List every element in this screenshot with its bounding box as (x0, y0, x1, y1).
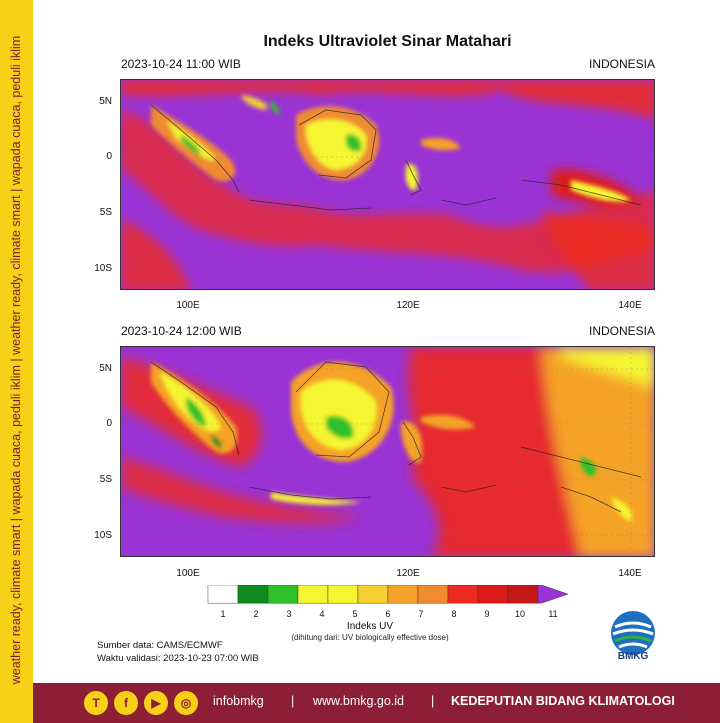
colorbar-tick: 9 (484, 609, 490, 619)
map1-lat-10s: 10S (94, 263, 112, 274)
colorbar-swatch (267, 585, 299, 604)
map1-time: 2023-10-24 11:00 WIB (121, 57, 241, 71)
colorbar-swatch (387, 585, 419, 604)
side-banner-text: weather ready, climate smart | wapada cu… (9, 35, 23, 685)
map1-lat-5n: 5N (99, 96, 112, 107)
source-text: Sumber data: CAMS/ECMWF (97, 640, 223, 651)
page-title: Indeks Ultraviolet Sinar Matahari (263, 33, 512, 50)
map2-lat-10s: 10S (94, 530, 112, 541)
colorbar-swatch (357, 585, 389, 604)
map2-time: 2023-10-24 12:00 WIB (121, 324, 242, 338)
colorbar-tick: 11 (548, 609, 558, 619)
colorbar-swatch (207, 585, 239, 604)
map2-region: INDONESIA (588, 324, 655, 338)
colorbar-arrow (537, 585, 569, 604)
map1-lon-100e: 100E (176, 300, 200, 311)
colorbar-swatch (447, 585, 479, 604)
map1-lat-0: 0 (106, 151, 112, 162)
colorbar-tick: 2 (253, 609, 259, 619)
colorbar-tick: 10 (514, 609, 525, 619)
map2-lon-100e: 100E (176, 568, 200, 579)
bmkg-logo-icon (611, 611, 655, 655)
map1-lat-5s: 5S (99, 207, 112, 218)
footer-separator-2: | (431, 694, 435, 708)
colorbar-tick: 1 (220, 609, 226, 619)
map2-lat-0: 0 (106, 418, 112, 429)
colorbar-tick: 3 (286, 609, 292, 619)
colorbar-tick: 6 (385, 609, 391, 619)
facebook-icon[interactable]: f (114, 691, 138, 715)
twitter-icon[interactable]: T (84, 691, 108, 715)
uv-map-1200-svg (121, 347, 654, 556)
map1-lon-120e: 120E (396, 300, 420, 311)
colorbar-tick: 7 (418, 609, 424, 619)
uv-map-1100-svg (121, 80, 654, 289)
map1-lon-140e: 140E (618, 300, 642, 311)
colorbar-swatch (297, 585, 329, 604)
footer-unit: KEDEPUTIAN BIDANG KLIMATOLOGI (451, 694, 675, 708)
bmkg-logo-text: BMKG (617, 651, 649, 662)
footer-website[interactable]: www.bmkg.go.id (313, 694, 405, 708)
youtube-icon[interactable]: ▶ (144, 691, 168, 715)
footer-bar: T f ▶ ◎ infobmkg | www.bmkg.go.id | KEDE… (33, 683, 720, 723)
map2-lon-120e: 120E (396, 568, 420, 579)
footer-handle[interactable]: infobmkg (213, 694, 264, 708)
map1-region: INDONESIA (588, 57, 655, 71)
validity-text: Waktu validasi: 2023-10-23 07:00 WIB (97, 653, 259, 664)
colorbar-tick: 4 (319, 609, 325, 619)
colorbar-swatch (327, 585, 359, 604)
colorbar-subtitle: (dihitung dari: UV biologically effectiv… (291, 633, 449, 642)
footer-separator-1: | (291, 694, 295, 708)
uv-map-1200 (120, 346, 655, 557)
colorbar-swatch (477, 585, 509, 604)
colorbar-tick: 5 (352, 609, 358, 619)
colorbar-title: Indeks UV (346, 621, 394, 632)
colorbar-tick: 8 (451, 609, 457, 619)
colorbar-swatch (507, 585, 539, 604)
colorbar-swatch (417, 585, 449, 604)
instagram-icon[interactable]: ◎ (174, 691, 198, 715)
uv-map-1100 (120, 79, 655, 290)
map2-lon-140e: 140E (618, 568, 642, 579)
uv-colorbar (207, 585, 569, 604)
map2-lat-5n: 5N (99, 363, 112, 374)
map2-lat-5s: 5S (99, 474, 112, 485)
side-banner: weather ready, climate smart | wapada cu… (0, 0, 33, 723)
colorbar-swatch (237, 585, 269, 604)
